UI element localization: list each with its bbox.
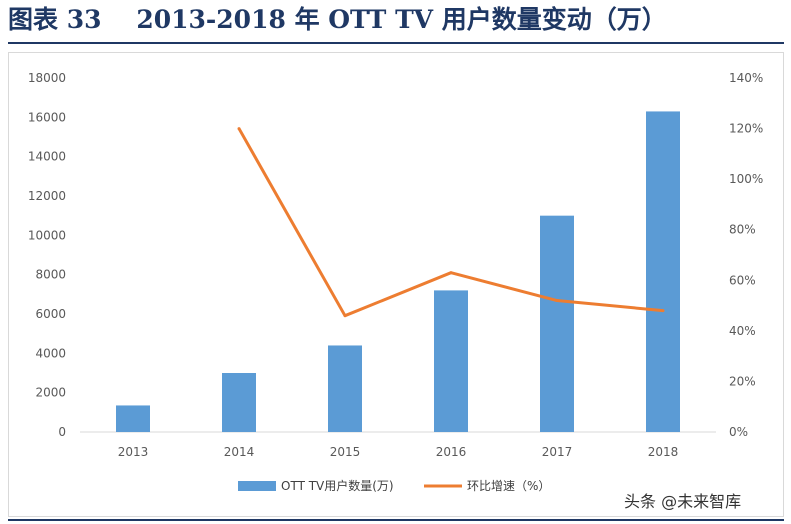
x-tick-label: 2017 [542, 445, 573, 459]
x-tick-label: 2016 [436, 445, 467, 459]
bar-2013 [116, 405, 150, 432]
bar-2014 [222, 373, 256, 432]
y-right-tick-label: 40% [729, 324, 756, 338]
bottom-divider [8, 519, 784, 521]
y-right-tick-label: 140% [729, 71, 763, 85]
y-left-tick-label: 0 [58, 425, 66, 439]
x-tick-label: 2015 [330, 445, 361, 459]
legend-label-users: OTT TV用户数量(万) [281, 478, 394, 493]
x-tick-label: 2014 [224, 445, 255, 459]
y-right-tick-label: 0% [729, 425, 748, 439]
growth-point-2018 [661, 309, 665, 313]
legend-swatch-users [238, 481, 276, 491]
figure-title: 2013-2018 年 OTT TV 用户数量变动（万） [136, 5, 667, 34]
bar-2016 [434, 290, 468, 432]
y-left-tick-label: 12000 [28, 189, 66, 203]
y-left-tick-label: 2000 [35, 386, 66, 400]
bar-2015 [328, 345, 362, 432]
chart-title: 图表 33 2013-2018 年 OTT TV 用户数量变动（万） [8, 2, 667, 38]
bar-2017 [540, 215, 574, 432]
y-right-tick-label: 60% [729, 273, 756, 287]
growth-point-2015 [343, 314, 347, 318]
x-tick-label: 2018 [648, 445, 679, 459]
watermark: 头条 @未来智库 [624, 492, 742, 511]
growth-point-2016 [449, 271, 453, 275]
y-right-tick-label: 20% [729, 374, 756, 388]
growth-point-2014 [237, 127, 241, 131]
y-right-tick-label: 100% [729, 172, 763, 186]
y-left-tick-label: 8000 [35, 268, 66, 282]
figure-label: 图表 33 [8, 5, 102, 34]
title-divider [8, 42, 784, 44]
y-left-tick-label: 4000 [35, 346, 66, 360]
y-left-tick-label: 14000 [28, 150, 66, 164]
growth-point-2017 [555, 299, 559, 303]
y-left-tick-label: 16000 [28, 110, 66, 124]
bar-2018 [646, 111, 680, 432]
x-tick-label: 2013 [118, 445, 149, 459]
y-right-tick-label: 80% [729, 223, 756, 237]
y-right-tick-label: 120% [729, 122, 763, 136]
chart-frame [8, 52, 784, 517]
y-left-tick-label: 10000 [28, 228, 66, 242]
growth-rate-line [237, 127, 664, 318]
legend-label-growth: 环比增速（%） [467, 479, 550, 493]
y-left-tick-label: 18000 [28, 71, 66, 85]
y-left-tick-label: 6000 [35, 307, 66, 321]
